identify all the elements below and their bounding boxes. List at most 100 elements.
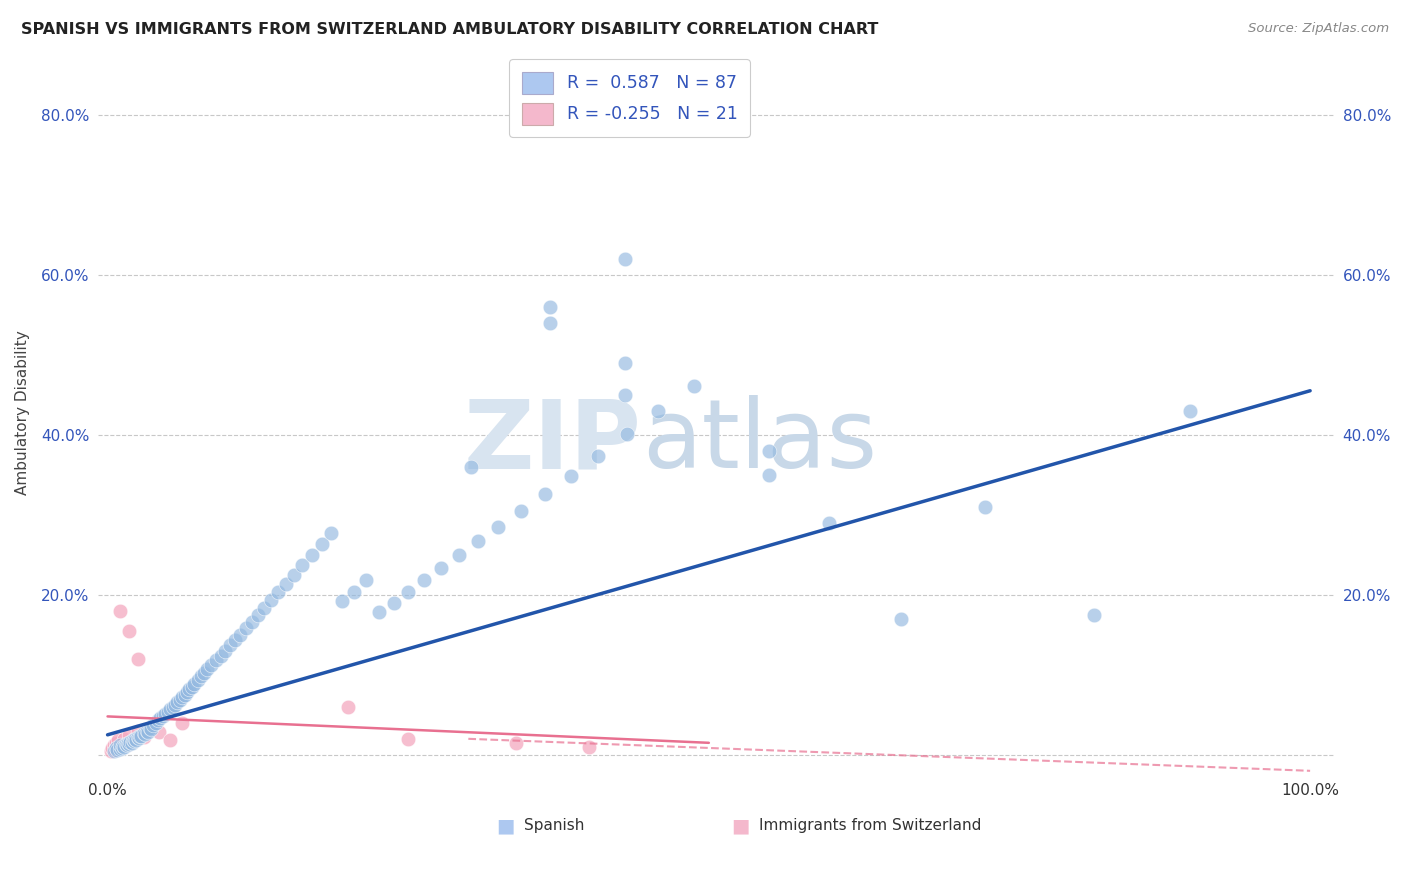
Point [274,576,297,591]
Point [343,584,366,599]
Point [118,624,141,638]
Point [301,548,323,562]
Text: Source: ZipAtlas.com: Source: ZipAtlas.com [1249,22,1389,36]
Text: ZIP: ZIP [464,395,643,488]
Point [179,682,201,697]
Point [311,537,333,551]
Point [139,723,162,737]
Point [104,736,127,750]
Point [204,653,226,667]
Point [112,739,135,753]
Point [195,662,218,676]
Point [586,449,609,463]
Point [267,585,290,599]
Point [337,699,360,714]
Point [136,723,159,738]
Point [1083,607,1105,622]
Point [149,711,172,725]
Point [235,621,257,635]
Point [107,733,129,747]
Point [758,467,780,482]
Point [148,725,170,739]
Point [127,652,149,666]
Point [467,534,489,549]
Point [134,727,156,741]
Point [368,606,391,620]
Point [105,739,128,754]
Point [112,739,135,754]
Point [101,741,124,756]
Text: SPANISH VS IMMIGRANTS FROM SWITZERLAND AMBULATORY DISABILITY CORRELATION CHART: SPANISH VS IMMIGRANTS FROM SWITZERLAND A… [21,22,879,37]
Point [139,720,162,734]
Point [122,734,145,748]
Point [240,615,263,629]
Point [115,738,138,752]
Point [108,741,131,756]
Point [560,468,582,483]
Point [172,715,194,730]
Point [152,708,174,723]
Point [758,443,780,458]
Point [118,728,141,742]
Point [104,741,127,756]
Point [138,724,160,739]
Point [229,628,252,642]
Point [260,593,283,607]
Point [111,737,134,751]
Point [105,743,128,757]
Point [330,594,353,608]
Point [142,718,165,732]
Point [890,612,912,626]
Point [138,722,160,736]
Point [127,723,149,738]
Point [613,356,636,370]
Point [460,459,482,474]
Point [128,731,150,745]
Text: Immigrants from Switzerland: Immigrants from Switzerland [759,818,981,833]
Point [447,548,470,562]
Point [166,695,188,709]
Text: atlas: atlas [643,395,877,488]
Text: ■: ■ [496,816,515,835]
Point [613,388,636,402]
Point [129,729,152,743]
Point [187,673,209,688]
Point [145,715,167,730]
Point [132,730,155,744]
Point [124,731,146,746]
Point [103,744,125,758]
Point [169,693,191,707]
Point [111,740,134,755]
Point [214,644,236,658]
Point [159,702,181,716]
Point [117,736,139,750]
Point [114,738,136,752]
Point [209,648,232,663]
Point [115,738,138,752]
Point [486,520,509,534]
Point [219,638,242,652]
Point [118,737,141,751]
Point [108,742,131,756]
Point [291,558,314,573]
Point [224,633,246,648]
Point [818,516,841,530]
Point [429,561,451,575]
Point [100,744,122,758]
Point [127,730,149,744]
Point [121,733,143,747]
Point [510,504,533,518]
Point [132,726,155,740]
Point [412,574,434,588]
Point [162,699,184,714]
Point [112,731,135,746]
Point [647,403,669,417]
Point [176,685,198,699]
Point [129,730,152,744]
Point [616,426,638,441]
Point [156,705,179,719]
Point [974,500,997,514]
Point [396,731,419,746]
Point [253,601,276,615]
Point [108,738,131,752]
